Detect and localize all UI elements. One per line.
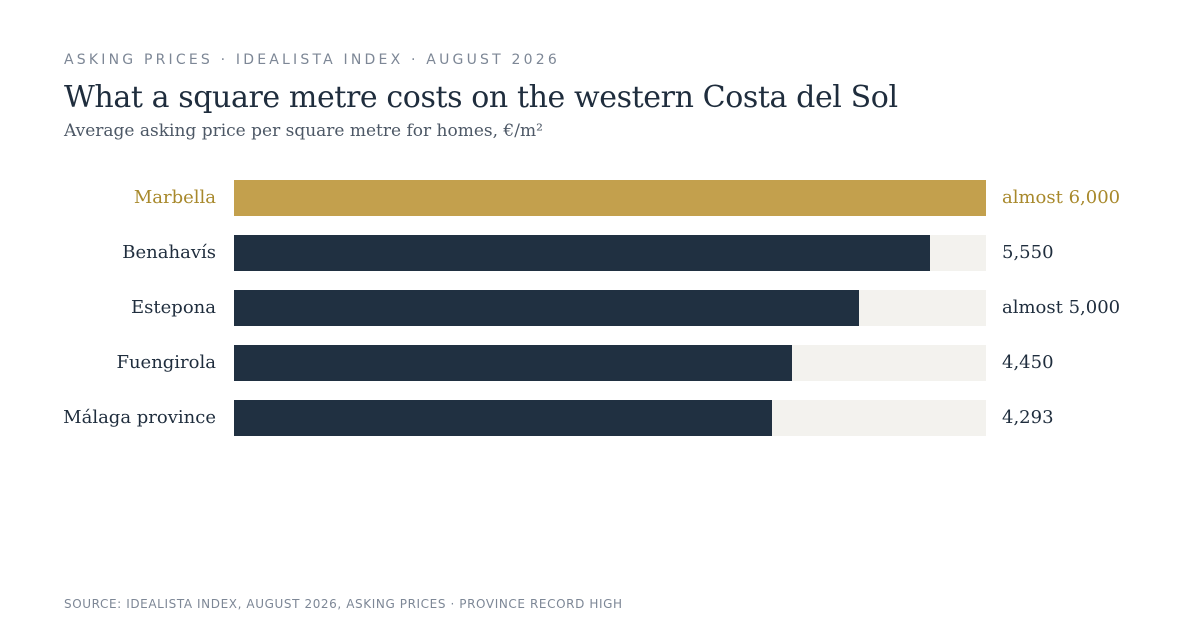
bar-track bbox=[234, 235, 986, 271]
bar bbox=[234, 180, 986, 216]
chart-subtitle: Average asking price per square metre fo… bbox=[64, 121, 543, 141]
category-label: Fuengirola bbox=[116, 352, 216, 373]
kicker: ASKING PRICES · IDEALISTA INDEX · AUGUST… bbox=[64, 52, 560, 68]
category-label: Málaga province bbox=[63, 407, 216, 428]
bar-chart: Marbella almost 6,000 Benahavís 5,550 Estepo… bbox=[0, 180, 1200, 440]
bar-row: Málaga province 4,293 bbox=[0, 400, 1200, 436]
category-label: Estepona bbox=[131, 297, 216, 318]
bar bbox=[234, 235, 930, 271]
bar-track bbox=[234, 400, 986, 436]
value-label: 5,550 bbox=[1002, 242, 1054, 263]
bar bbox=[234, 400, 772, 436]
category-label: Benahavís bbox=[122, 242, 216, 263]
value-label: almost 5,000 bbox=[1002, 297, 1121, 318]
bar-row: Estepona almost 5,000 bbox=[0, 290, 1200, 326]
bar-track bbox=[234, 180, 986, 216]
bar-row: Marbella almost 6,000 bbox=[0, 180, 1200, 216]
bar-row: Fuengirola 4,450 bbox=[0, 345, 1200, 381]
bar bbox=[234, 290, 859, 326]
value-label: 4,293 bbox=[1002, 407, 1054, 428]
category-label: Marbella bbox=[133, 187, 216, 208]
value-label: almost 6,000 bbox=[1002, 187, 1121, 208]
source-note: SOURCE: IDEALISTA INDEX, AUGUST 2026, AS… bbox=[64, 597, 623, 611]
bar-track bbox=[234, 290, 986, 326]
chart-title: What a square metre costs on the western… bbox=[64, 80, 898, 115]
bar-row: Benahavís 5,550 bbox=[0, 235, 1200, 271]
bar-track bbox=[234, 345, 986, 381]
bar bbox=[234, 345, 792, 381]
value-label: 4,450 bbox=[1002, 352, 1054, 373]
